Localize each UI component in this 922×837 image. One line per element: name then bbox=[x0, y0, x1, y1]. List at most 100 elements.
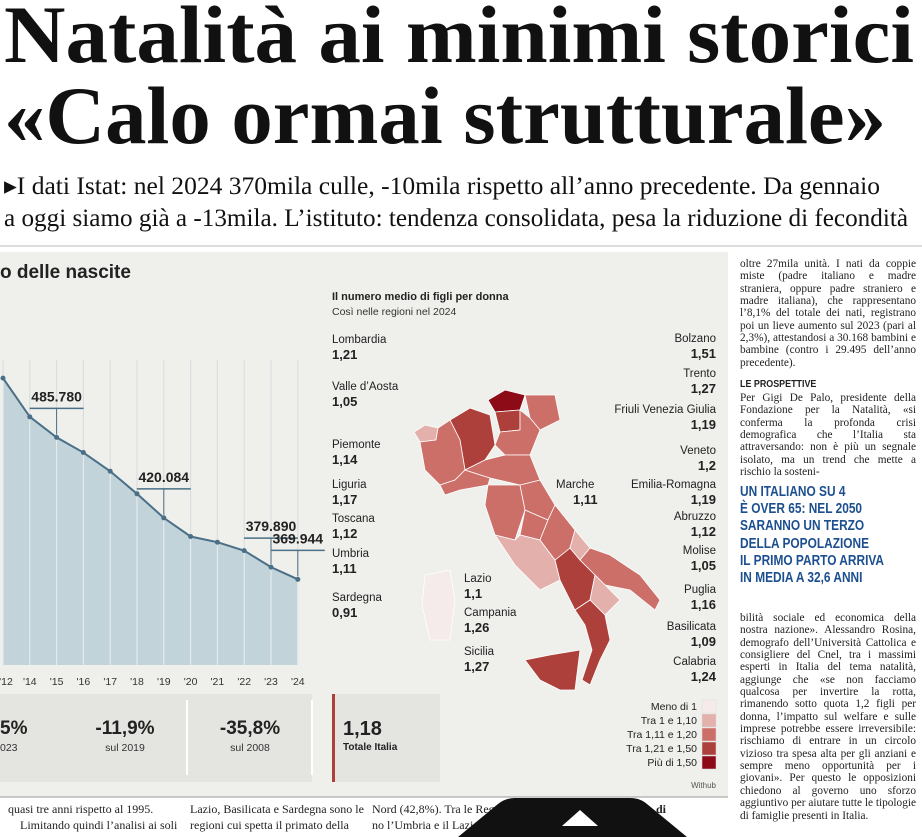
pull-quote-line: È OVER 65: NEL 2050 bbox=[740, 501, 863, 518]
region-name: Friuli Venezia Giulia bbox=[614, 404, 716, 416]
region-name: Sardegna bbox=[332, 592, 382, 604]
region-value: 1,51 bbox=[691, 346, 716, 361]
region-name: Bolzano bbox=[674, 333, 716, 345]
point bbox=[80, 450, 86, 456]
total-box bbox=[332, 694, 440, 782]
region-name: Umbria bbox=[332, 548, 370, 560]
body-line: regioni cui spetta il primato della bbox=[190, 818, 350, 832]
point bbox=[188, 534, 194, 540]
point bbox=[295, 576, 301, 582]
region-name: Abruzzo bbox=[674, 511, 716, 523]
section-heading: LE PROSPETTIVE bbox=[740, 378, 817, 390]
source: Withub bbox=[691, 781, 716, 790]
region-name: Veneto bbox=[680, 445, 716, 457]
region-shape bbox=[579, 547, 661, 611]
paragraph: bilità sociale ed economica della nostra… bbox=[740, 612, 916, 822]
body-line: Limitando quindi l’analisi ai soli bbox=[20, 818, 178, 832]
point bbox=[241, 548, 247, 554]
legend-label: Tra 1 e 1,10 bbox=[641, 715, 697, 727]
region-name: Campania bbox=[464, 607, 517, 619]
legend-swatch bbox=[701, 713, 717, 728]
total-bar bbox=[332, 694, 335, 782]
x-tick-label: '20 bbox=[184, 676, 198, 688]
body-line: Nord (42,8%). Tra le Regio bbox=[372, 802, 504, 816]
region-name: Basilicata bbox=[667, 621, 717, 633]
value-label: 379.890 bbox=[246, 518, 297, 534]
region-name: Marche bbox=[556, 479, 594, 491]
point bbox=[214, 539, 220, 545]
headline: Natalità ai minimi storici bbox=[4, 0, 914, 80]
region-value: 1,05 bbox=[691, 558, 716, 573]
region-name: Calabria bbox=[673, 656, 716, 668]
point bbox=[27, 414, 33, 420]
x-tick-label: '19 bbox=[157, 676, 171, 688]
point bbox=[0, 375, 6, 381]
value-label: 420.084 bbox=[138, 469, 189, 485]
legend-label: Tra 1,11 e 1,20 bbox=[627, 729, 697, 741]
region-value: 1,12 bbox=[332, 526, 357, 541]
stat-label: sul 2008 bbox=[230, 742, 270, 754]
stat-value: -11,9% bbox=[95, 718, 154, 739]
region-name: Trento bbox=[683, 368, 716, 380]
stat-label: 023 bbox=[0, 742, 18, 754]
pull-quote-line: IL PRIMO PARTO ARRIVA bbox=[740, 552, 885, 569]
point bbox=[134, 491, 140, 497]
region-value: 1,19 bbox=[691, 492, 716, 507]
legend-label: Tra 1,21 e 1,50 bbox=[626, 743, 697, 755]
x-tick-label: '22 bbox=[237, 676, 251, 688]
region-shape bbox=[419, 419, 466, 486]
total-label: Totale Italia bbox=[343, 742, 398, 753]
x-tick-label: '24 bbox=[291, 676, 305, 688]
x-tick-label: '18 bbox=[130, 676, 144, 688]
value-label: 485.780 bbox=[31, 388, 82, 404]
line bbox=[2, 377, 299, 581]
stat-value: 5% bbox=[0, 718, 28, 739]
stats-band bbox=[0, 694, 312, 782]
map-subtitle: Così nelle regioni nel 2024 bbox=[332, 306, 456, 318]
paragraph: oltre 27mila unità. I nati da coppie mis… bbox=[740, 258, 916, 369]
region-shape bbox=[589, 574, 621, 616]
region-value: 1,05 bbox=[332, 394, 357, 409]
region-value: 1,14 bbox=[332, 452, 358, 467]
point bbox=[161, 515, 167, 521]
legend-label: Meno di 1 bbox=[651, 701, 697, 713]
point bbox=[54, 434, 60, 440]
region-value: 1,2 bbox=[698, 458, 716, 473]
pull-quote-line: UN ITALIANO SU 4 bbox=[740, 484, 846, 500]
region-name: Liguria bbox=[332, 479, 367, 491]
region-name: Piemonte bbox=[332, 439, 381, 451]
region-name: Lazio bbox=[464, 573, 492, 585]
stat-label: sul 2019 bbox=[105, 742, 145, 754]
total-value: 1,18 bbox=[343, 718, 382, 740]
region-value: 1,1 bbox=[464, 586, 482, 601]
body-line: no l’Umbria e il Lazio, d bbox=[372, 818, 491, 832]
region-value: 0,91 bbox=[332, 605, 357, 620]
chart-title: o delle nascite bbox=[0, 262, 131, 283]
x-tick-label: '21 bbox=[211, 676, 225, 688]
legend-label: Più di 1,50 bbox=[647, 757, 697, 769]
region-name: Valle d’Aosta bbox=[332, 381, 399, 393]
x-tick-label: '17 bbox=[103, 676, 117, 688]
region-value: 1,16 bbox=[691, 597, 716, 612]
region-value: 1,24 bbox=[691, 669, 717, 684]
legend-swatch bbox=[701, 699, 717, 714]
pull-quote-line: SARANNO UN TERZO bbox=[740, 518, 865, 535]
point bbox=[268, 564, 274, 570]
region-name: Lombardia bbox=[332, 334, 387, 346]
point bbox=[107, 468, 113, 474]
region-value: 1,26 bbox=[464, 620, 489, 635]
region-name: Emilia-Romagna bbox=[631, 479, 717, 491]
region-name: Molise bbox=[683, 545, 716, 557]
body-line: Lazio, Basilicata e Sardegna sono le bbox=[190, 802, 364, 816]
legend-swatch bbox=[701, 741, 717, 756]
body-line: quasi tre anni rispetto al 1995. bbox=[8, 802, 153, 816]
region-value: 1,11 bbox=[573, 492, 598, 507]
region-shape bbox=[524, 649, 581, 691]
region-value: 1,19 bbox=[691, 417, 716, 432]
region-value: 1,17 bbox=[332, 492, 357, 507]
region-value: 1,11 bbox=[332, 561, 357, 576]
x-tick-label: '16 bbox=[77, 676, 91, 688]
